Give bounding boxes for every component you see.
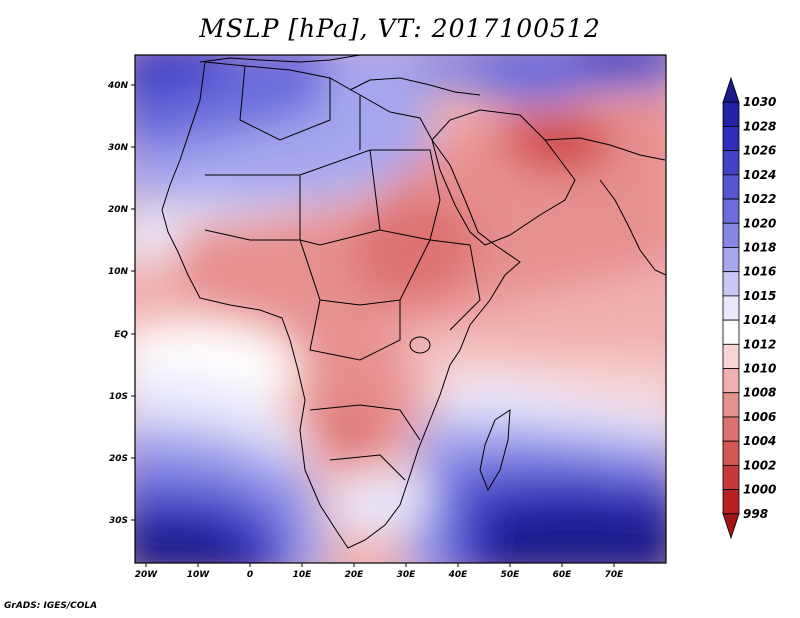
colorbar-label: 1000 <box>743 483 776 497</box>
lat-tick-label: 10N <box>108 267 129 277</box>
lon-tick-label: 70E <box>605 570 625 580</box>
colorbar-swatch <box>722 174 740 200</box>
colorbar-label: 1004 <box>743 434 776 448</box>
colorbar-label: 1030 <box>743 95 776 109</box>
lat-tick-label: EQ <box>114 330 128 340</box>
lon-tick-label: 10E <box>293 570 313 580</box>
colorbar-swatch <box>722 247 740 273</box>
colorbar-swatch <box>722 295 740 321</box>
lon-tick-label: 40E <box>448 570 469 580</box>
lon-tick-label: 0 <box>247 570 253 580</box>
lon-tick-label: 20E <box>345 570 365 580</box>
colorbar-label: 1008 <box>743 386 776 400</box>
lat-tick-label: 30S <box>109 516 128 526</box>
map-frame <box>134 54 667 564</box>
lon-tick-label: 20W <box>135 570 159 580</box>
colorbar-swatch <box>722 416 740 442</box>
colorbar-swatch <box>722 392 740 418</box>
colorbar-label: 1006 <box>743 410 776 424</box>
map-title: MSLP [hPa], VT: 2017100512 <box>199 14 601 43</box>
colorbar-swatch <box>722 368 740 394</box>
lat-tick-label: 20N <box>108 205 129 215</box>
colorbar-label: 1018 <box>743 240 776 254</box>
colorbar-label: 1022 <box>743 192 776 206</box>
colorbar-label: 1016 <box>743 265 776 279</box>
colorbar-label: 1024 <box>743 168 776 182</box>
colorbar: 1030 1028 1026 1024 1022 1020 1018 1016 1015 1014… <box>722 76 776 540</box>
colorbar-label: 1012 <box>743 337 776 351</box>
colorbar-label: 1010 <box>743 362 776 376</box>
coastlines-borders <box>161 55 666 549</box>
colorbar-swatch <box>722 76 740 103</box>
colorbar-swatch <box>722 440 740 466</box>
colorbar-swatch <box>722 198 740 224</box>
colorbar-label: 1015 <box>743 289 776 303</box>
colorbar-label: 1014 <box>743 313 776 327</box>
colorbar-swatch <box>722 489 740 515</box>
lon-tick-label: 60E <box>553 570 573 580</box>
lat-tick-label: 20S <box>109 454 128 464</box>
lat-axis: 40N 30N 20N 10N EQ 10S 20S 30S <box>107 81 129 526</box>
lon-axis: 20W 10W 0 10E 20E 30E 40E 50E 60E 70E <box>135 570 624 580</box>
colorbar-label: 1028 <box>743 119 776 133</box>
lon-tick-label: 30E <box>397 570 417 580</box>
colorbar-label: 1002 <box>743 458 776 472</box>
lat-tick-label: 10S <box>109 392 128 402</box>
colorbar-swatch <box>722 343 740 369</box>
colorbar-swatch <box>722 222 740 248</box>
colorbar-swatch <box>722 464 740 490</box>
colorbar-swatch <box>722 513 740 540</box>
colorbar-swatch <box>722 271 740 297</box>
lat-tick-label: 30N <box>108 143 129 153</box>
colorbar-swatch <box>722 126 740 152</box>
colorbar-label: 1026 <box>743 144 776 158</box>
colorbar-swatch <box>722 150 740 176</box>
colorbar-label: 1020 <box>743 216 776 230</box>
lon-tick-label: 50E <box>501 570 521 580</box>
lat-tick-label: 40N <box>107 81 129 91</box>
colorbar-label: 998 <box>743 507 768 521</box>
colorbar-swatch <box>722 101 740 127</box>
colorbar-swatch <box>722 319 740 345</box>
credit-label: GrADS: IGES/COLA <box>4 601 98 611</box>
tick-marks <box>131 84 615 567</box>
lon-tick-label: 10W <box>187 570 211 580</box>
